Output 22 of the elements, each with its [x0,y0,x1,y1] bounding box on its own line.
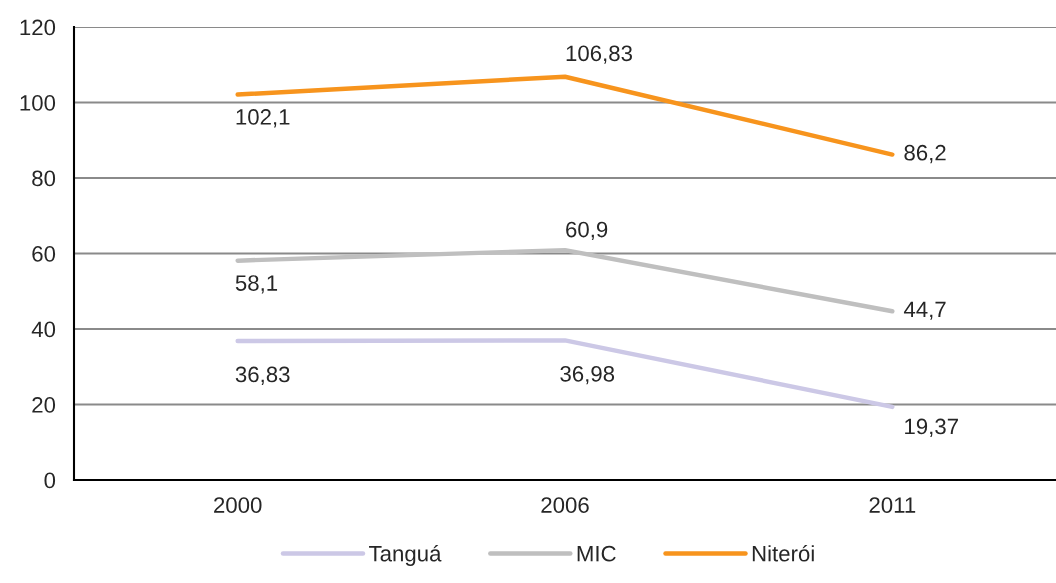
legend-label: Tanguá [369,544,442,566]
x-tick-label: 2000 [214,497,262,513]
y-tick-label: 120 [20,19,56,36]
y-tick-label: 80 [32,170,56,187]
y-tick-label: 100 [20,95,56,111]
data-label: 58,1 [235,275,278,294]
x-tick-label: 2006 [541,497,589,513]
legend-label: MIC [577,545,616,562]
data-label: 36,83 [235,366,290,385]
data-label: 44,7 [903,301,946,320]
legend-label: Niterói [752,544,814,562]
data-label: 60,9 [566,221,608,240]
data-label: 106,83 [566,45,632,64]
y-tick-label: 40 [31,321,56,338]
data-label: 102,1 [236,109,290,128]
data-label: 19,37 [905,418,958,437]
x-tick-label: 2011 [869,497,916,513]
y-tick-label: 20 [32,397,56,413]
y-tick-label: 0 [44,472,56,489]
data-label: 86,2 [904,144,946,164]
data-label: 36,98 [560,365,615,385]
y-tick-label: 60 [32,246,56,262]
